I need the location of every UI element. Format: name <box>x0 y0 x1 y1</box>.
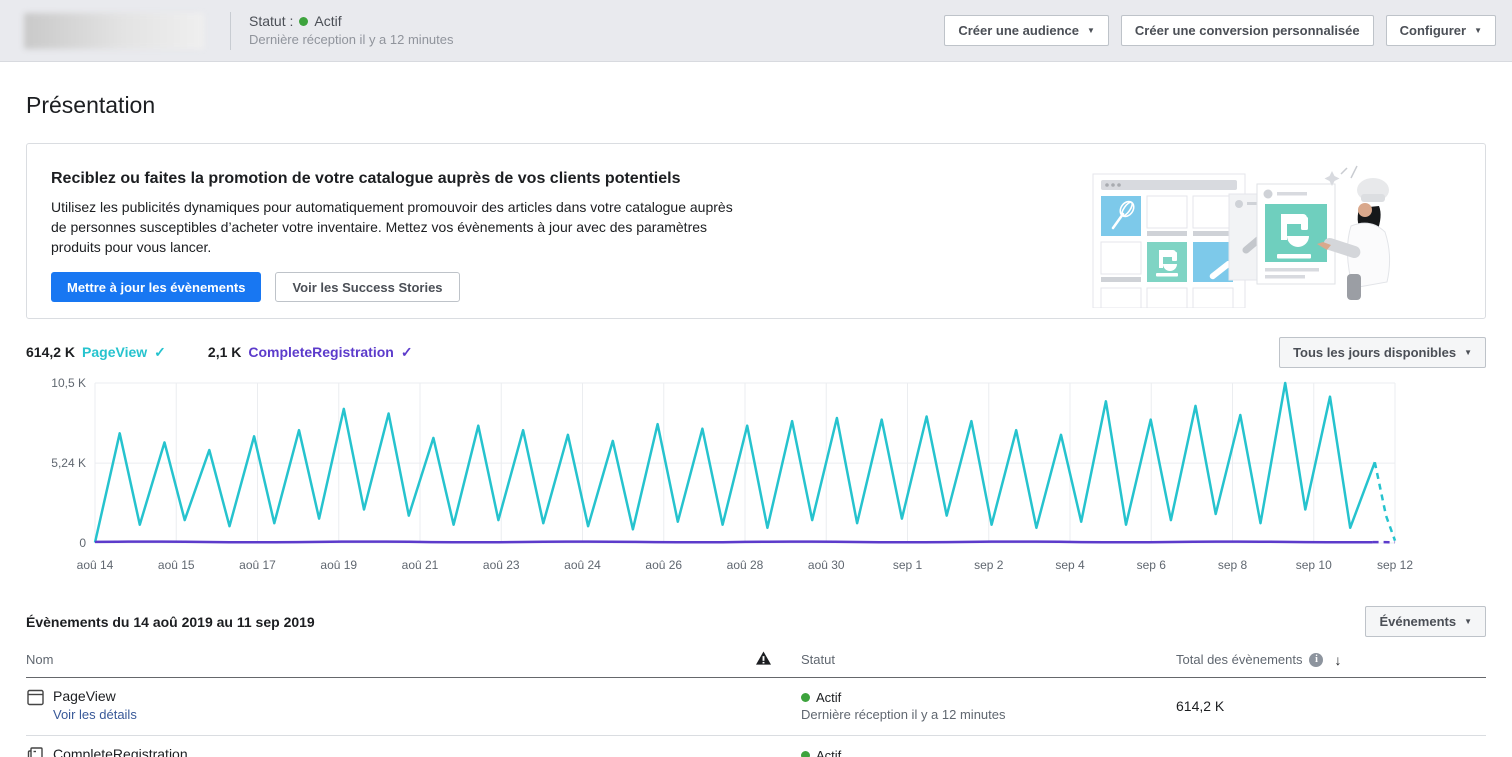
svg-text:0: 0 <box>79 536 86 550</box>
events-table: Nom Statut Total des évènements i ↓ Page… <box>26 651 1486 757</box>
status-label: Statut : <box>249 12 293 30</box>
svg-text:sep 1: sep 1 <box>893 558 923 572</box>
svg-text:sep 6: sep 6 <box>1137 558 1167 572</box>
svg-text:aoû 23: aoû 23 <box>483 558 520 572</box>
update-events-button[interactable]: Mettre à jour les évènements <box>51 272 261 302</box>
warning-icon[interactable] <box>726 651 801 668</box>
svg-text:sep 4: sep 4 <box>1055 558 1085 572</box>
pageview-total: 614,2 K <box>26 344 75 360</box>
check-icon: ✓ <box>401 344 413 361</box>
browser-window-icon <box>27 689 44 706</box>
event-name: CompleteRegistration <box>53 746 188 757</box>
svg-text:aoû 30: aoû 30 <box>808 558 845 572</box>
svg-text:sep 8: sep 8 <box>1218 558 1248 572</box>
header-actions: Créer une audience ▼ Créer une conversio… <box>944 15 1496 46</box>
info-icon[interactable]: i <box>1309 653 1323 667</box>
page-title: Présentation <box>26 92 1512 119</box>
svg-text:sep 12: sep 12 <box>1377 558 1413 572</box>
pixel-name-redacted <box>24 13 204 49</box>
create-audience-button[interactable]: Créer une audience ▼ <box>944 15 1109 46</box>
svg-text:aoû 17: aoû 17 <box>239 558 276 572</box>
svg-text:sep 2: sep 2 <box>974 558 1004 572</box>
table-row: CompleteRegistration Voir les détails Ac… <box>26 736 1486 757</box>
column-header-nom[interactable]: Nom <box>26 652 726 667</box>
svg-text:aoû 21: aoû 21 <box>402 558 439 572</box>
column-header-statut[interactable]: Statut <box>801 652 1176 667</box>
top-header-bar: Statut : Actif Dernière réception il y a… <box>0 0 1512 62</box>
catalog-promo-card: Reciblez ou faites la promotion de votre… <box>26 143 1486 319</box>
active-status-dot-icon <box>801 751 810 757</box>
svg-text:aoû 24: aoû 24 <box>564 558 601 572</box>
svg-text:aoû 28: aoû 28 <box>727 558 764 572</box>
chart-legend-row: 614,2 K PageView ✓ 2,1 K CompleteRegistr… <box>26 337 1486 368</box>
active-status-dot-icon <box>801 693 810 702</box>
events-line-chart: aoû 14 aoû 15 aoû 17 aoû 19 aoû 21 aoû 23 aoû … <box>0 372 1512 588</box>
catalog-illustration <box>1089 156 1399 308</box>
pixel-status-block: Statut : Actif Dernière réception il y a… <box>249 12 454 49</box>
event-status: Actif Dernière réception il y a 12 minut… <box>801 690 1176 722</box>
check-icon: ✓ <box>154 344 166 361</box>
svg-text:sep 10: sep 10 <box>1296 558 1332 572</box>
events-section-title: Évènements du 14 aoû 2019 au 11 sep 2019 <box>26 614 315 630</box>
chevron-down-icon: ▼ <box>1464 617 1472 626</box>
table-row: PageView Voir les détails Actif Dernière… <box>26 678 1486 736</box>
svg-text:aoû 26: aoû 26 <box>645 558 682 572</box>
date-range-dropdown[interactable]: Tous les jours disponibles ▼ <box>1279 337 1486 368</box>
svg-text:10,5 K: 10,5 K <box>51 376 86 390</box>
last-reception-text: Dernière réception il y a 12 minutes <box>249 32 454 49</box>
view-details-link[interactable]: Voir les détails <box>53 707 137 722</box>
chevron-down-icon: ▼ <box>1464 348 1472 357</box>
column-header-total[interactable]: Total des évènements <box>1176 652 1302 667</box>
pages-icon <box>27 747 44 757</box>
chevron-down-icon: ▼ <box>1087 26 1095 35</box>
completeregistration-total: 2,1 K <box>208 344 241 360</box>
divider <box>230 12 231 50</box>
promo-body: Utilisez les publicités dynamiques pour … <box>51 197 751 257</box>
svg-text:aoû 19: aoû 19 <box>320 558 357 572</box>
legend-pageview[interactable]: 614,2 K PageView ✓ <box>26 344 166 361</box>
legend-completeregistration[interactable]: 2,1 K CompleteRegistration ✓ <box>208 344 413 361</box>
svg-text:5,24 K: 5,24 K <box>51 456 86 470</box>
svg-text:aoû 14: aoû 14 <box>77 558 114 572</box>
event-total: 614,2 K <box>1176 698 1486 714</box>
configure-button[interactable]: Configurer ▼ <box>1386 15 1496 46</box>
chevron-down-icon: ▼ <box>1474 26 1482 35</box>
active-status-dot-icon <box>299 17 308 26</box>
status-value: Actif <box>314 12 341 30</box>
event-name: PageView <box>53 688 137 704</box>
event-status: Actif Dernière réception il y a 13 minut… <box>801 748 1176 757</box>
events-filter-dropdown[interactable]: Événements ▼ <box>1365 606 1486 637</box>
events-table-header: Nom Statut Total des évènements i ↓ <box>26 651 1486 678</box>
create-custom-conversion-button[interactable]: Créer une conversion personnalisée <box>1121 15 1374 46</box>
sort-desc-icon[interactable]: ↓ <box>1334 652 1341 668</box>
success-stories-button[interactable]: Voir les Success Stories <box>275 272 459 302</box>
svg-text:aoû 15: aoû 15 <box>158 558 195 572</box>
